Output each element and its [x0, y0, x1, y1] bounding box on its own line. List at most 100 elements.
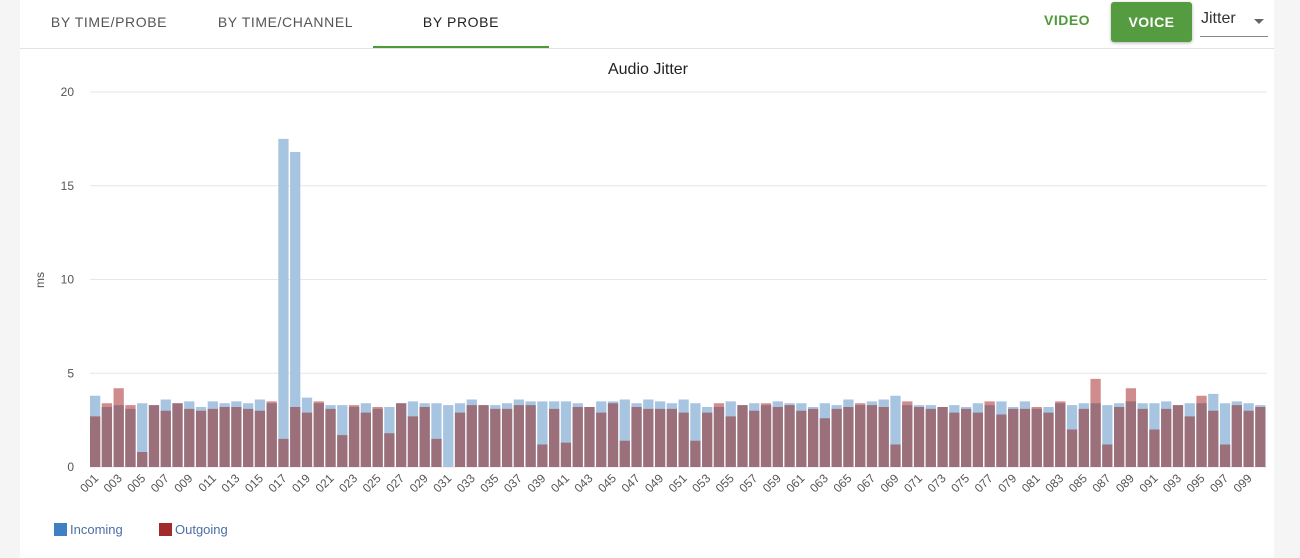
bar-outgoing[interactable]: [572, 407, 583, 467]
bar-incoming[interactable]: [560, 401, 572, 467]
bar-incoming[interactable]: [278, 138, 289, 467]
bar-outgoing[interactable]: [219, 407, 230, 467]
bar-outgoing[interactable]: [419, 407, 430, 467]
bar-outgoing[interactable]: [878, 407, 889, 467]
bar-outgoing[interactable]: [654, 408, 666, 467]
bar-outgoing[interactable]: [90, 416, 101, 467]
bar-outgoing[interactable]: [1231, 405, 1242, 467]
bar-outgoing[interactable]: [1137, 408, 1148, 467]
bar-incoming[interactable]: [890, 395, 901, 467]
bar-incoming[interactable]: [1219, 403, 1231, 467]
bar-incoming[interactable]: [137, 403, 148, 467]
bar-outgoing[interactable]: [490, 408, 501, 467]
bar-outgoing[interactable]: [360, 412, 371, 467]
bar-outgoing[interactable]: [1043, 412, 1054, 467]
bar-outgoing[interactable]: [596, 412, 607, 467]
bar-outgoing[interactable]: [1008, 408, 1019, 467]
bar-outgoing[interactable]: [537, 444, 548, 468]
bar-incoming[interactable]: [1102, 405, 1113, 467]
bar-outgoing[interactable]: [702, 412, 713, 467]
bar-outgoing[interactable]: [454, 412, 466, 467]
bar-outgoing[interactable]: [972, 412, 984, 467]
bar-outgoing[interactable]: [478, 405, 489, 467]
tab-by-time-probe[interactable]: BY TIME/PROBE: [50, 14, 168, 30]
bar-outgoing[interactable]: [148, 405, 160, 467]
bar-outgoing[interactable]: [690, 440, 701, 467]
bar-outgoing[interactable]: [396, 403, 407, 467]
bar-outgoing[interactable]: [1149, 429, 1160, 468]
bar-outgoing[interactable]: [513, 405, 524, 467]
bar-outgoing[interactable]: [749, 410, 760, 467]
bar-outgoing[interactable]: [925, 408, 936, 467]
bar-outgoing[interactable]: [866, 405, 878, 467]
bar-incoming[interactable]: [431, 403, 442, 467]
bar-incoming[interactable]: [690, 403, 701, 467]
bar-outgoing[interactable]: [643, 408, 654, 467]
bar-outgoing[interactable]: [207, 408, 218, 467]
bar-outgoing[interactable]: [278, 438, 289, 467]
bar-outgoing[interactable]: [843, 407, 854, 467]
bar-outgoing[interactable]: [1161, 408, 1172, 467]
bar-outgoing[interactable]: [160, 410, 171, 467]
bar-outgoing[interactable]: [137, 452, 148, 467]
bar-outgoing[interactable]: [949, 412, 960, 467]
bar-outgoing[interactable]: [819, 418, 831, 467]
bar-outgoing[interactable]: [1255, 407, 1266, 467]
bar-outgoing[interactable]: [831, 408, 842, 467]
bar-outgoing[interactable]: [1184, 416, 1195, 467]
bar-outgoing[interactable]: [960, 408, 972, 467]
bar-incoming[interactable]: [290, 152, 301, 467]
bar-outgoing[interactable]: [290, 407, 301, 467]
bar-outgoing[interactable]: [195, 410, 207, 467]
bar-outgoing[interactable]: [501, 408, 513, 467]
voice-button[interactable]: VOICE: [1111, 2, 1192, 42]
bar-outgoing[interactable]: [1172, 405, 1184, 467]
bar-outgoing[interactable]: [784, 405, 795, 467]
legend-item-incoming[interactable]: Incoming: [54, 522, 123, 537]
bar-outgoing[interactable]: [325, 408, 336, 467]
bar-outgoing[interactable]: [337, 435, 348, 467]
bar-outgoing[interactable]: [678, 412, 689, 467]
bar-outgoing[interactable]: [1208, 410, 1219, 467]
bar-outgoing[interactable]: [560, 442, 572, 467]
bar-outgoing[interactable]: [666, 408, 677, 467]
bar-outgoing[interactable]: [796, 410, 807, 467]
bar-outgoing[interactable]: [549, 408, 560, 467]
bar-outgoing[interactable]: [937, 407, 948, 467]
bar-incoming[interactable]: [619, 399, 630, 468]
bar-outgoing[interactable]: [407, 416, 419, 467]
video-button[interactable]: VIDEO: [1044, 12, 1091, 28]
tab-by-probe[interactable]: BY PROBE: [373, 0, 549, 48]
bar-outgoing[interactable]: [584, 407, 595, 467]
bar-outgoing[interactable]: [996, 414, 1007, 468]
bar-outgoing[interactable]: [1219, 444, 1231, 468]
bar-outgoing[interactable]: [807, 408, 819, 467]
bar-outgoing[interactable]: [1102, 444, 1113, 468]
bar-incoming[interactable]: [443, 405, 454, 467]
bar-outgoing[interactable]: [184, 408, 195, 467]
bar-outgoing[interactable]: [913, 407, 925, 467]
bar-outgoing[interactable]: [231, 407, 242, 467]
bar-outgoing[interactable]: [1078, 408, 1089, 467]
metric-select[interactable]: Jitter: [1200, 6, 1268, 37]
bar-outgoing[interactable]: [619, 440, 630, 467]
bar-outgoing[interactable]: [631, 407, 642, 467]
bar-outgoing[interactable]: [1243, 410, 1254, 467]
bar-outgoing[interactable]: [1066, 429, 1078, 468]
bar-outgoing[interactable]: [1019, 408, 1031, 467]
bar-outgoing[interactable]: [384, 433, 395, 467]
bar-outgoing[interactable]: [737, 405, 748, 467]
bar-incoming[interactable]: [537, 401, 548, 467]
bar-outgoing[interactable]: [772, 407, 783, 467]
bar-outgoing[interactable]: [525, 405, 536, 467]
bar-outgoing[interactable]: [254, 410, 266, 467]
bar-outgoing[interactable]: [1113, 407, 1125, 467]
bar-outgoing[interactable]: [890, 444, 901, 468]
bar-outgoing[interactable]: [466, 405, 477, 467]
tab-by-time-channel[interactable]: BY TIME/CHANNEL: [217, 14, 354, 30]
bar-outgoing[interactable]: [243, 408, 254, 467]
bar-outgoing[interactable]: [172, 403, 183, 467]
legend-item-outgoing[interactable]: Outgoing: [159, 522, 228, 537]
bar-outgoing[interactable]: [607, 403, 619, 467]
bar-outgoing[interactable]: [725, 416, 736, 467]
